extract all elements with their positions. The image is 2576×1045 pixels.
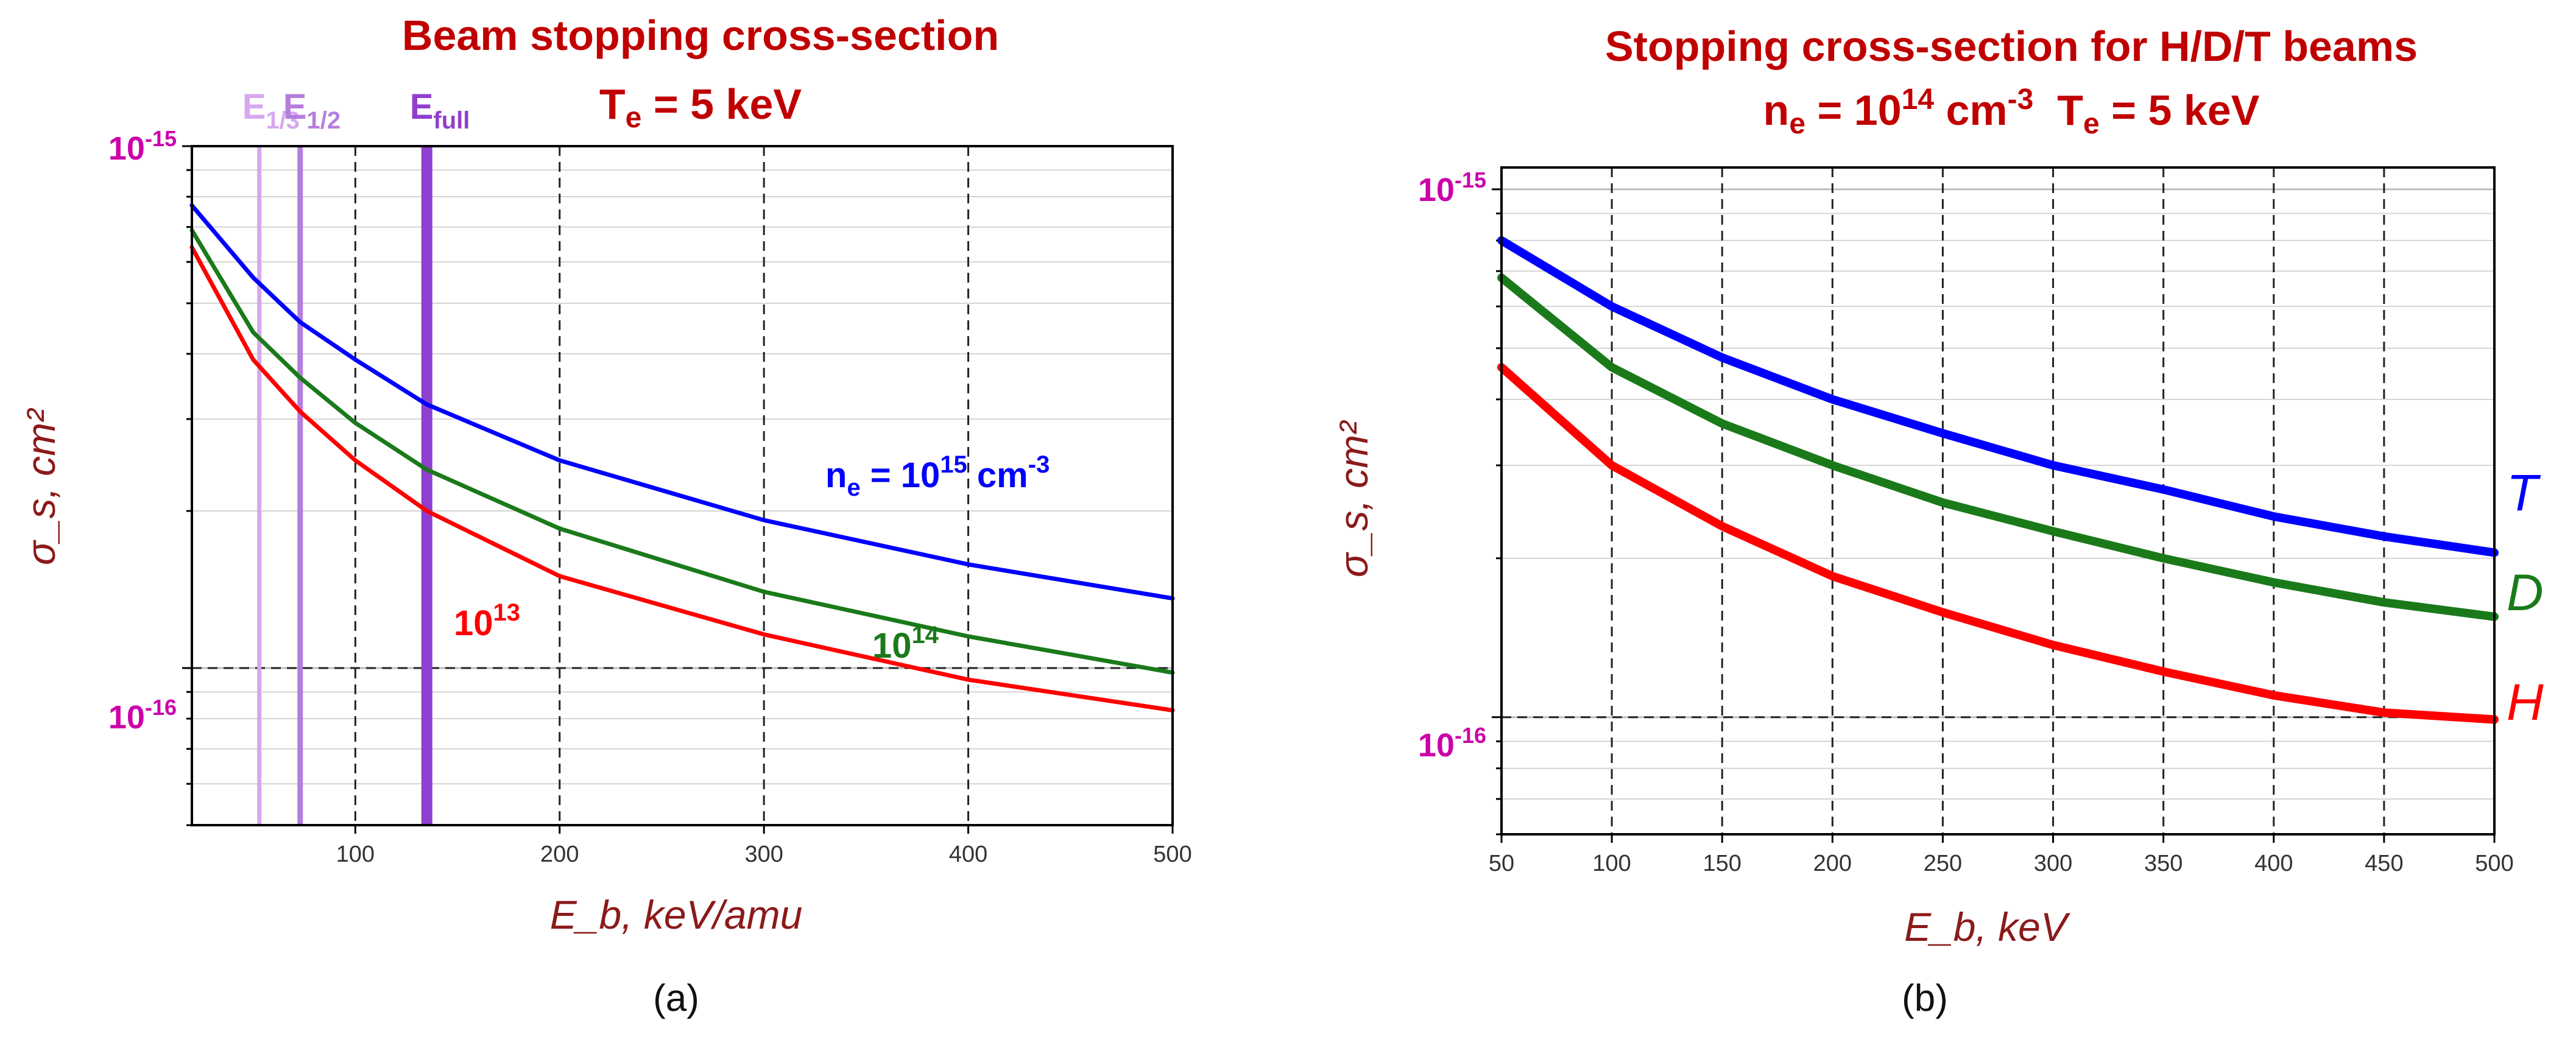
panel-b-label-T: T — [2507, 464, 2541, 521]
panel-a-marker-label-1-2: E1/2 — [283, 87, 341, 134]
panel-b: Stopping cross-section for H/D/T beams n… — [1331, 23, 2544, 1019]
panel-b-xtick-label: 400 — [2254, 851, 2293, 876]
panel-b-series-T — [1497, 236, 2499, 557]
panel-b-xtick-label: 350 — [2144, 851, 2183, 876]
panel-b-ytick-1e-15: 10-15 — [1418, 167, 1486, 208]
panel-a-series-10-14 — [189, 228, 1175, 675]
panel-a-marker-label-full: Efull — [410, 87, 470, 134]
panel-a-label-ne-1e15: ne = 1015 cm-3 — [825, 451, 1050, 501]
panel-b-series — [1497, 236, 2499, 724]
panel-b-caption: (b) — [1902, 977, 1948, 1019]
panel-a-series — [189, 203, 1175, 712]
panel-a-energy-markers: E1/3E1/2 Efull — [242, 87, 470, 825]
panel-a-x-ticks: 100 200 300 400 500 — [336, 825, 1192, 867]
panel-b-xtick-label: 200 — [1813, 851, 1852, 876]
panel-b-ytick-1e-16: 10-16 — [1418, 723, 1486, 764]
panel-b-plot-frame — [1500, 166, 2496, 836]
panel-b-title: Stopping cross-section for H/D/T beams — [1605, 23, 2418, 70]
panel-b-series-D — [1497, 273, 2499, 621]
panel-b-xtick-label: 300 — [2034, 851, 2072, 876]
panel-a-xlabel: E_b, keV/amu — [550, 892, 803, 937]
panel-a-xtick-label: 500 — [1153, 842, 1191, 867]
panel-a: Beam stopping cross-section Te = 5 keV E… — [18, 12, 1192, 1019]
panel-b-xtick-label: 250 — [1924, 851, 1962, 876]
panel-a-ytick-1e-16: 10-16 — [108, 695, 177, 736]
panel-b-xlabel: E_b, keV — [1904, 904, 2071, 949]
panel-a-ytick-1e-15: 10-15 — [108, 126, 177, 167]
panel-b-xtick-label: 100 — [1592, 851, 1631, 876]
panel-a-title: Beam stopping cross-section — [402, 12, 999, 59]
panel-b-xtick-label: 500 — [2475, 851, 2513, 876]
panel-a-marker-label-1-3: E1/3 — [242, 87, 300, 134]
panel-b-ylabel: σ_s, cm² — [1331, 420, 1376, 577]
panel-a-xtick-label: 300 — [744, 842, 783, 867]
panel-b-xtick-label: 150 — [1703, 851, 1741, 876]
panel-a-xtick-label: 100 — [336, 842, 375, 867]
panel-b-subtitle: ne = 1014 cm-3 Te = 5 keV — [1763, 83, 2260, 140]
panel-a-xtick-label: 200 — [540, 842, 579, 867]
panel-b-label-D: D — [2507, 564, 2544, 621]
panel-a-xtick-label: 400 — [949, 842, 987, 867]
panel-a-label-1e13: 1013 — [454, 599, 520, 643]
panel-b-label-H: H — [2507, 674, 2544, 731]
panel-a-ylabel: σ_s, cm² — [18, 408, 63, 565]
panel-b-xtick-label: 450 — [2365, 851, 2403, 876]
panel-a-caption: (a) — [653, 977, 699, 1019]
panel-b-series-H — [1497, 363, 2499, 724]
panel-a-series-10-13 — [189, 245, 1175, 712]
panel-a-series-n-e-10-15-cm-3 — [189, 203, 1175, 601]
panel-b-x-ticks: 50 100 150 200 250 300 350 400 450 500 — [1489, 834, 2514, 876]
panel-b-xtick-label: 50 — [1489, 851, 1514, 876]
panel-a-subtitle: Te = 5 keV — [599, 80, 802, 134]
panel-a-plot-frame — [191, 145, 1174, 826]
panel-a-label-1e14: 1014 — [872, 622, 939, 666]
panel-b-grid — [1492, 167, 2494, 836]
